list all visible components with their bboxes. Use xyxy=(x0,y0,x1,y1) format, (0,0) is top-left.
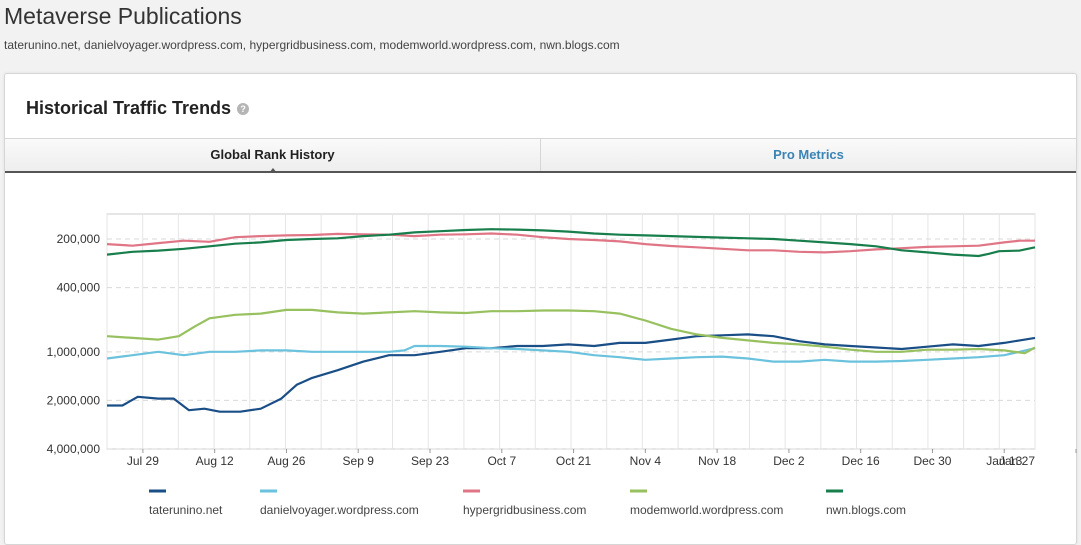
page-title: Metaverse Publications xyxy=(4,3,242,29)
x-tick-label: Jan 13 xyxy=(986,454,1022,468)
tab-global-rank-history-label: Global Rank History xyxy=(210,147,335,162)
x-tick-label: Oct 7 xyxy=(487,454,516,468)
x-tick-label: Dec 16 xyxy=(842,454,880,468)
legend-label-danielvoyager[interactable]: danielvoyager.wordpress.com xyxy=(260,503,419,517)
y-tick-label: 200,000 xyxy=(57,232,101,246)
x-tick-label: Dec 30 xyxy=(913,454,951,468)
series-line-hypergrid xyxy=(106,232,1035,254)
y-tick-label: 4,000,000 xyxy=(47,442,101,456)
y-tick-label: 2,000,000 xyxy=(47,393,101,407)
tab-bar: Global Rank History Pro Metrics xyxy=(5,138,1076,173)
global-rank-chart: 200,000 400,000 1,000,000 2,000,000 4,000,00… xyxy=(47,213,1077,517)
x-tick-label: Aug 12 xyxy=(196,454,234,468)
x-tick-label: Aug 26 xyxy=(267,454,305,468)
active-tab-caret-icon xyxy=(268,168,277,173)
series-line-nwn xyxy=(106,228,1036,258)
tab-pro-metrics[interactable]: Pro Metrics xyxy=(541,139,1076,171)
x-tick-label: Jul 29 xyxy=(127,454,159,468)
x-tick-label: Nov 4 xyxy=(630,454,662,468)
page-subtitle: taterunino.net, danielvoyager.wordpress.… xyxy=(4,38,620,52)
legend-label-modemworld[interactable]: modemworld.wordpress.com xyxy=(630,503,783,517)
x-tick-label: Oct 21 xyxy=(556,454,592,468)
help-icon[interactable]: ? xyxy=(237,103,250,115)
series-line-modemworld xyxy=(106,308,1036,355)
panel-title-text: Historical Traffic Trends xyxy=(26,98,232,118)
y-tick-label: 400,000 xyxy=(57,281,101,295)
x-tick-label: Dec 2 xyxy=(773,454,805,468)
tab-global-rank-history[interactable]: Global Rank History xyxy=(5,139,541,173)
legend-label-taterunino[interactable]: taterunino.net xyxy=(149,503,223,517)
y-tick-label: 1,000,000 xyxy=(47,345,101,359)
legend-label-hypergrid[interactable]: hypergridbusiness.com xyxy=(463,503,586,517)
series-line-danielvoyager xyxy=(106,344,1036,363)
x-tick-label: Sep 9 xyxy=(343,454,375,468)
series-line-taterunino xyxy=(107,333,1036,413)
x-tick-label: Sep 23 xyxy=(411,454,449,468)
x-tick-label: Nov 18 xyxy=(698,454,736,468)
x-tick-label: Jan 27 xyxy=(999,454,1035,468)
legend-label-nwn[interactable]: nwn.blogs.com xyxy=(826,503,906,517)
panel-title: Historical Traffic Trends? xyxy=(26,98,250,119)
tab-pro-metrics-label: Pro Metrics xyxy=(773,147,844,162)
